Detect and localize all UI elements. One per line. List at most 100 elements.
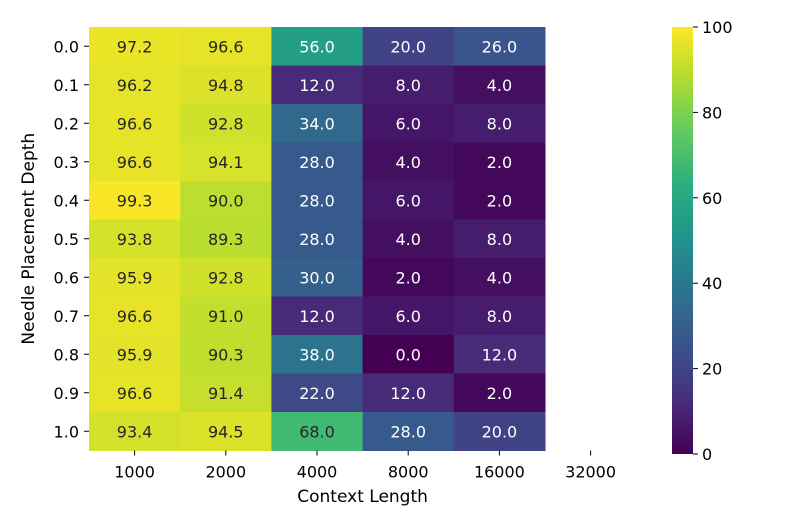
heatmap-cell-r5-c2 <box>271 219 364 259</box>
y-tick-label-0.6: 0.6 <box>54 268 79 287</box>
y-axis-title: Needle Placement Depth <box>19 133 39 345</box>
heatmap-cell-r5-c0 <box>89 219 181 259</box>
heatmap-cell-r5-c4 <box>453 219 546 259</box>
cell-value-label-r9-c3: 12.0 <box>390 384 426 403</box>
y-tick-label-0.7: 0.7 <box>54 307 79 326</box>
colorbar: 0 20 40 60 80 100 <box>672 18 733 464</box>
heatmap-cell-r10-c2 <box>271 412 364 451</box>
cell-value-label-r2-c2: 34.0 <box>299 114 335 133</box>
cell-value-label-r0-c4: 26.0 <box>482 37 518 56</box>
cell-value-label-r8-c3: 0.0 <box>395 345 420 364</box>
cell-value-label-r5-c0: 93.8 <box>117 230 153 249</box>
cell-value-label-r5-c1: 89.3 <box>208 230 244 249</box>
cell-value-label-r1-c4: 4.0 <box>487 76 512 95</box>
cell-value-label-r6-c2: 30.0 <box>299 268 335 287</box>
x-tick-label-16000: 16000 <box>474 463 525 482</box>
heatmap-cell-r9-c1 <box>180 373 272 413</box>
cell-value-label-r8-c1: 90.3 <box>208 345 244 364</box>
cell-value-label-r3-c1: 94.1 <box>208 153 244 172</box>
cell-value-label-r8-c0: 95.9 <box>117 345 153 364</box>
y-tick-label-1.0: 1.0 <box>54 422 79 441</box>
colorbar-tick-label-0: 0 <box>702 445 712 464</box>
heatmap-cell-r9-c3 <box>362 373 455 413</box>
cell-value-label-r3-c0: 96.6 <box>117 153 153 172</box>
heatmap-cell-r2-c1 <box>180 104 272 143</box>
heatmap-cell-r6-c2 <box>271 258 364 297</box>
cell-value-label-r0-c1: 96.6 <box>208 37 244 56</box>
heatmap-cell-r10-c4 <box>453 412 546 451</box>
x-tick-label-32000: 32000 <box>565 463 616 482</box>
heatmap-cell-r1-c1 <box>180 65 272 105</box>
y-tick-label-0.3: 0.3 <box>54 153 79 172</box>
y-tick-label-0.4: 0.4 <box>54 191 79 210</box>
colorbar-tick-label-20: 20 <box>702 360 722 379</box>
cell-value-label-r10-c2: 68.0 <box>299 422 335 441</box>
heatmap-cell-r2-c2 <box>271 104 364 143</box>
heatmap-cell-r1-c2 <box>271 65 364 105</box>
cell-value-label-r3-c4: 2.0 <box>487 153 512 172</box>
cell-value-label-r3-c3: 4.0 <box>395 153 420 172</box>
heatmap-cell-r8-c2 <box>271 335 364 374</box>
heatmap-cell-r4-c0 <box>89 181 181 220</box>
heatmap-cell-r1-c3 <box>362 65 455 105</box>
cell-value-label-r10-c1: 94.5 <box>208 422 244 441</box>
colorbar-tick-label-60: 60 <box>702 189 722 208</box>
cell-value-label-r1-c1: 94.8 <box>208 76 244 95</box>
heatmap-cell-r4-c1 <box>180 181 272 220</box>
y-tick-label-0.0: 0.0 <box>54 37 79 56</box>
cell-value-label-r10-c3: 28.0 <box>390 422 426 441</box>
y-tick-label-0.8: 0.8 <box>54 345 79 364</box>
heatmap-cell-r0-c4 <box>453 27 546 66</box>
heatmap-cell-r6-c0 <box>89 258 181 297</box>
heatmap-cell-r1-c0 <box>89 65 181 105</box>
cell-value-label-r10-c0: 93.4 <box>117 422 153 441</box>
heatmap-cell-r0-c0 <box>89 27 181 66</box>
cell-value-label-r1-c3: 8.0 <box>395 76 420 95</box>
cell-value-label-r2-c1: 92.8 <box>208 114 244 133</box>
heatmap-cell-r0-c2 <box>271 27 364 66</box>
cell-value-label-r4-c1: 90.0 <box>208 191 244 210</box>
colorbar-tick-label-100: 100 <box>702 18 733 37</box>
cell-value-label-r2-c0: 96.6 <box>117 114 153 133</box>
heatmap-cell-r10-c3 <box>362 412 455 451</box>
heatmap-cell-r9-c2 <box>271 373 364 413</box>
x-axis-title: Context Length <box>297 487 428 507</box>
y-tick-label-0.1: 0.1 <box>54 76 79 95</box>
heatmap-cell-r9-c4 <box>453 373 546 413</box>
cell-value-label-r0-c2: 56.0 <box>299 37 335 56</box>
cell-value-label-r6-c4: 4.0 <box>487 268 512 287</box>
heatmap-cell-r9-c0 <box>89 373 181 413</box>
y-tick-label-0.2: 0.2 <box>54 114 79 133</box>
heatmap-cell-r2-c0 <box>89 104 181 143</box>
cell-value-label-r6-c0: 95.9 <box>117 268 153 287</box>
cell-value-label-r7-c2: 12.0 <box>299 307 335 326</box>
heatmap-cell-r6-c4 <box>453 258 546 297</box>
cell-value-label-r4-c3: 6.0 <box>395 191 420 210</box>
cell-value-label-r1-c0: 96.2 <box>117 76 153 95</box>
colorbar-gradient <box>672 27 693 454</box>
cell-value-label-r0-c3: 20.0 <box>390 37 426 56</box>
heatmap-cell-r3-c0 <box>89 142 181 182</box>
heatmap-cell-r7-c3 <box>362 296 455 336</box>
y-tick-label-0.9: 0.9 <box>54 384 79 403</box>
cell-value-label-r1-c2: 12.0 <box>299 76 335 95</box>
heatmap-cell-r8-c4 <box>453 335 546 374</box>
colorbar-tick-label-80: 80 <box>702 103 722 122</box>
cell-value-label-r6-c3: 2.0 <box>395 268 420 287</box>
cell-value-label-r7-c0: 96.6 <box>117 307 153 326</box>
heatmap-cell-r7-c0 <box>89 296 181 336</box>
cell-value-label-r6-c1: 92.8 <box>208 268 244 287</box>
heatmap-cell-r2-c3 <box>362 104 455 143</box>
cell-value-label-r9-c4: 2.0 <box>487 384 512 403</box>
cell-value-label-r9-c1: 91.4 <box>208 384 244 403</box>
x-tick-label-2000: 2000 <box>205 463 246 482</box>
cell-value-label-r8-c4: 12.0 <box>482 345 518 364</box>
cell-value-label-r7-c3: 6.0 <box>395 307 420 326</box>
heatmap-cell-r0-c3 <box>362 27 455 66</box>
heatmap-cell-r6-c1 <box>180 258 272 297</box>
cell-value-label-r0-c0: 97.2 <box>117 37 153 56</box>
x-tick-label-8000: 8000 <box>388 463 429 482</box>
heatmap-cell-r8-c1 <box>180 335 272 374</box>
heatmap-cell-r0-c1 <box>180 27 272 66</box>
cell-value-label-r2-c4: 8.0 <box>487 114 512 133</box>
